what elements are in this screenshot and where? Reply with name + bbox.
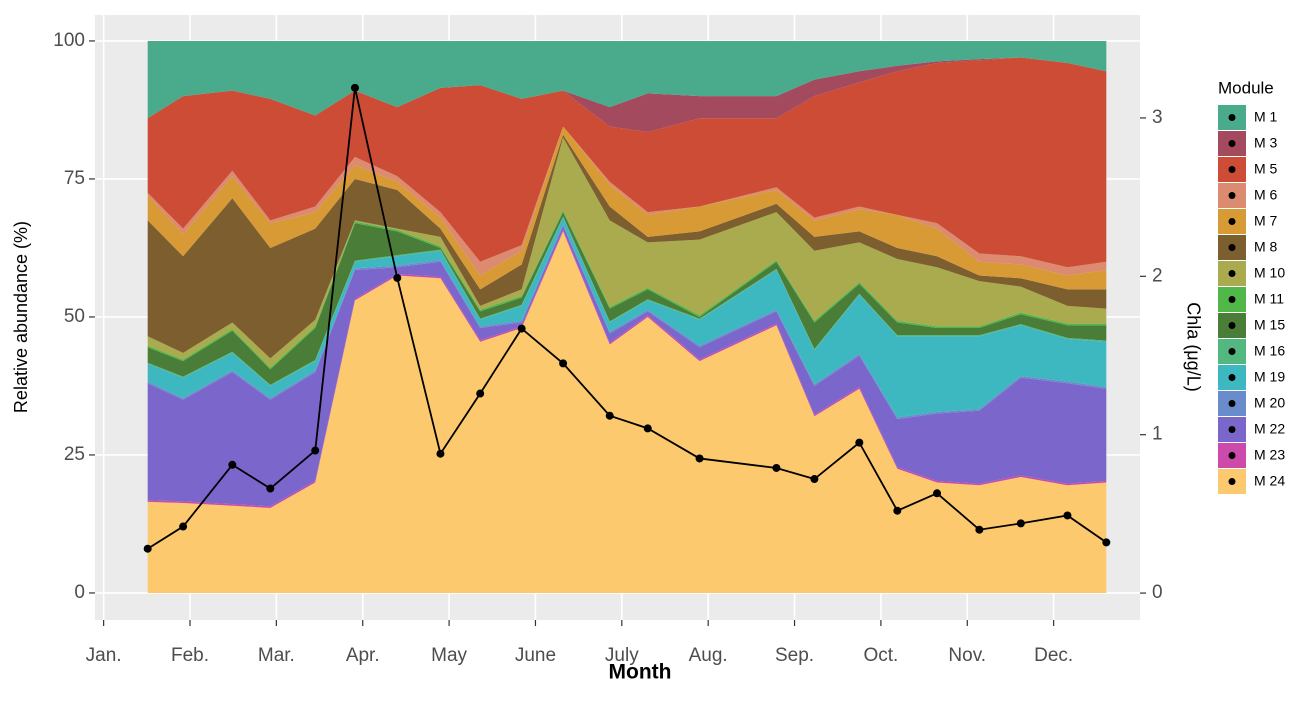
legend-dot bbox=[1228, 192, 1236, 199]
chla-point bbox=[772, 463, 781, 472]
y-axis-title: Relative abundance (%) bbox=[11, 221, 31, 413]
chla-point bbox=[605, 411, 614, 420]
area bbox=[147, 40, 1107, 119]
legend-dot bbox=[1228, 244, 1236, 251]
chla-point bbox=[179, 522, 188, 531]
chla-point bbox=[476, 389, 485, 398]
legend-label: M 20 bbox=[1254, 395, 1285, 411]
x-tick-label: Jan. bbox=[86, 645, 122, 666]
chla-point bbox=[933, 489, 942, 498]
legend-dot bbox=[1228, 114, 1236, 121]
area bbox=[147, 57, 1107, 268]
chla-point bbox=[393, 273, 402, 282]
area bbox=[147, 57, 1107, 133]
legend-label: M 19 bbox=[1254, 369, 1285, 385]
chla-point bbox=[143, 544, 152, 553]
areas bbox=[147, 40, 1107, 593]
x-tick-label: Feb. bbox=[171, 645, 209, 666]
legend-dot bbox=[1228, 400, 1236, 407]
chla-point bbox=[311, 446, 320, 455]
area bbox=[147, 137, 1107, 368]
chla-point bbox=[559, 359, 568, 368]
y2-tick-label: 3 bbox=[1152, 107, 1163, 128]
x-tick-label: Apr. bbox=[346, 645, 380, 666]
y2-tick-label: 1 bbox=[1152, 424, 1163, 445]
legend-dot bbox=[1228, 478, 1236, 485]
legend-label: M 8 bbox=[1254, 239, 1278, 255]
x-tick-label: Mar. bbox=[258, 645, 295, 666]
x-tick-label: May bbox=[431, 645, 467, 666]
legend-dot bbox=[1228, 322, 1236, 329]
chla-line bbox=[143, 83, 1111, 553]
y2-axis-title: Chla (μg/L) bbox=[1183, 302, 1203, 391]
legend-label: M 7 bbox=[1254, 213, 1278, 229]
legend-label: M 5 bbox=[1254, 161, 1278, 177]
x-tick-label: July bbox=[605, 645, 639, 666]
area bbox=[147, 217, 1107, 418]
area bbox=[147, 126, 1107, 290]
legend-dot bbox=[1228, 218, 1236, 225]
legend-label: M 6 bbox=[1254, 187, 1278, 203]
legend-dot bbox=[1228, 296, 1236, 303]
chla-point bbox=[517, 324, 526, 333]
x-tick-label: June bbox=[515, 645, 556, 666]
x-tick-label: Nov. bbox=[948, 645, 986, 666]
y-tick-label: 75 bbox=[64, 168, 85, 189]
x-axis-title: Month bbox=[609, 661, 672, 684]
legend-label: M 15 bbox=[1254, 317, 1285, 333]
area bbox=[147, 134, 1107, 359]
legend-label: M 22 bbox=[1254, 421, 1285, 437]
legend-label: M 3 bbox=[1254, 135, 1278, 151]
legend-label: M 1 bbox=[1254, 109, 1278, 125]
legend-dot bbox=[1228, 140, 1236, 147]
chla-point bbox=[1063, 511, 1072, 520]
legend-label: M 23 bbox=[1254, 447, 1285, 463]
legend-title: Module bbox=[1218, 78, 1274, 97]
chla-point bbox=[1016, 519, 1025, 528]
legend-dot bbox=[1228, 270, 1236, 277]
legend-dot bbox=[1228, 426, 1236, 433]
y-tick-label: 25 bbox=[64, 444, 85, 465]
area bbox=[147, 231, 1107, 593]
x-tick-label: Dec. bbox=[1034, 645, 1073, 666]
chla-point bbox=[228, 460, 237, 469]
chla-point bbox=[810, 475, 819, 484]
x-tick-label: Sep. bbox=[775, 645, 814, 666]
chla-point bbox=[695, 454, 704, 463]
y-tick-label: 50 bbox=[64, 306, 85, 327]
y2-tick-label: 0 bbox=[1152, 582, 1163, 603]
legend-dot bbox=[1228, 166, 1236, 173]
legend-dot bbox=[1228, 452, 1236, 459]
chla-point bbox=[893, 506, 902, 515]
y2-tick-label: 2 bbox=[1152, 265, 1163, 286]
chla-point bbox=[266, 484, 275, 493]
chla-point bbox=[855, 438, 864, 447]
chla-point bbox=[975, 525, 984, 534]
area bbox=[147, 212, 1107, 385]
legend-label: M 16 bbox=[1254, 343, 1285, 359]
chla-point bbox=[436, 449, 445, 458]
legend-label: M 10 bbox=[1254, 265, 1285, 281]
x-tick-label: Oct. bbox=[863, 645, 898, 666]
area bbox=[147, 225, 1107, 507]
x-tick-label: Aug. bbox=[689, 645, 728, 666]
legend-label: M 11 bbox=[1254, 291, 1284, 307]
area bbox=[147, 126, 1107, 276]
chla-point bbox=[350, 83, 359, 92]
legend-dot bbox=[1228, 348, 1236, 355]
chla-point bbox=[1102, 538, 1111, 547]
legend-label: M 24 bbox=[1254, 473, 1285, 489]
y-tick-label: 0 bbox=[74, 582, 85, 603]
chla-point bbox=[643, 424, 652, 433]
legend-dot bbox=[1228, 374, 1236, 381]
y-tick-label: 100 bbox=[53, 30, 85, 51]
